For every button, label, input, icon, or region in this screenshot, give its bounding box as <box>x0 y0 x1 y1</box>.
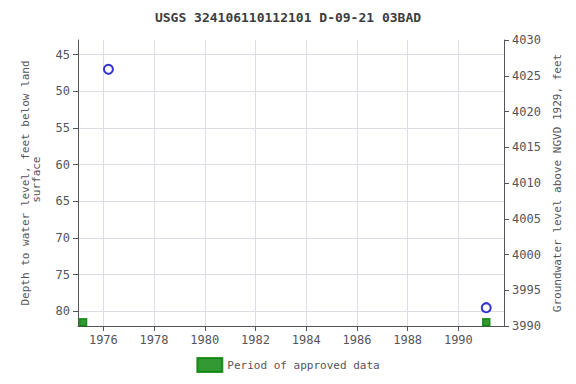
svg-text:Groundwater level above NGVD 1: Groundwater level above NGVD 1929, feet <box>551 54 564 312</box>
svg-text:1976: 1976 <box>89 333 118 347</box>
svg-text:4000: 4000 <box>512 248 541 262</box>
svg-text:1990: 1990 <box>444 333 473 347</box>
svg-text:Depth to water level, feet bel: Depth to water level, feet below land <box>19 60 32 306</box>
svg-text:45: 45 <box>56 48 70 62</box>
svg-text:4005: 4005 <box>512 212 541 226</box>
svg-text:4030: 4030 <box>512 33 541 47</box>
svg-text:1984: 1984 <box>292 333 321 347</box>
svg-text:4010: 4010 <box>512 176 541 190</box>
svg-text:4025: 4025 <box>512 69 541 83</box>
svg-text:65: 65 <box>56 194 70 208</box>
svg-text:4015: 4015 <box>512 140 541 154</box>
svg-text:surface: surface <box>30 157 43 210</box>
svg-text:3990: 3990 <box>512 319 541 333</box>
svg-text:1980: 1980 <box>190 333 219 347</box>
svg-text:1978: 1978 <box>140 333 169 347</box>
svg-text:75: 75 <box>56 268 70 282</box>
svg-text:Period of approved data: Period of approved data <box>227 359 379 372</box>
svg-text:USGS 324106110112101 D-09-21 0: USGS 324106110112101 D-09-21 03BAD <box>155 10 421 25</box>
svg-text:3995: 3995 <box>512 283 541 297</box>
svg-text:4020: 4020 <box>512 105 541 119</box>
svg-text:1986: 1986 <box>342 333 371 347</box>
svg-text:80: 80 <box>56 304 70 318</box>
svg-text:60: 60 <box>56 158 70 172</box>
svg-text:55: 55 <box>56 121 70 135</box>
svg-text:1982: 1982 <box>241 333 270 347</box>
svg-text:70: 70 <box>56 231 70 245</box>
svg-text:1988: 1988 <box>393 333 422 347</box>
svg-text:50: 50 <box>56 84 70 98</box>
